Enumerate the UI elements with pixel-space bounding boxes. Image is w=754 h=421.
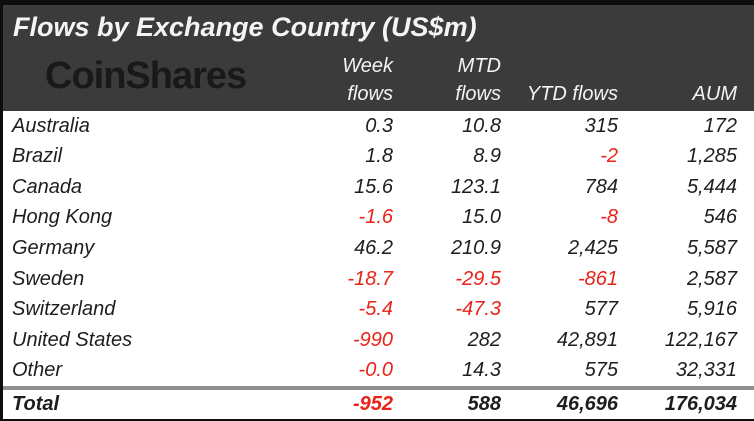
value-cell: 282 bbox=[467, 328, 501, 351]
value-cell: 122,167 bbox=[664, 328, 737, 351]
table-title: Flows by Exchange Country (US$m) bbox=[13, 12, 477, 42]
column-header-aum: AUM bbox=[618, 43, 754, 108]
value-cell: -861 bbox=[577, 267, 618, 290]
value-cell: 10.8 bbox=[462, 114, 501, 137]
value-cell: 15.0 bbox=[462, 206, 501, 229]
coinshares-logo: CoinShares bbox=[45, 54, 247, 97]
value-cell: 5,916 bbox=[686, 298, 737, 321]
column-header-line2: flows bbox=[347, 83, 393, 105]
table-header: Flows by Exchange Country (US$m) CoinSha… bbox=[3, 5, 754, 111]
table-row: Switzerland -5.4 -47.3 577 5,916 bbox=[3, 294, 754, 325]
column-header-line2: AUM bbox=[692, 83, 737, 105]
country-cell: Australia bbox=[12, 114, 90, 137]
column-header-line1: Week bbox=[342, 55, 393, 77]
table-row: Australia 0.3 10.8 315 172 bbox=[3, 111, 754, 142]
table-row: Brazil 1.8 8.9 -2 1,285 bbox=[3, 142, 754, 173]
value-cell: 42,891 bbox=[556, 328, 618, 351]
value-cell: -18.7 bbox=[347, 267, 393, 290]
value-cell: 577 bbox=[584, 298, 618, 321]
total-week-flows: -952 bbox=[352, 393, 393, 415]
value-cell: -8 bbox=[600, 206, 618, 229]
table-row: United States -990 282 42,891 122,167 bbox=[3, 325, 754, 356]
country-cell: Switzerland bbox=[12, 298, 116, 321]
value-cell: -1.6 bbox=[358, 206, 393, 229]
column-header-line1: MTD bbox=[457, 55, 501, 77]
value-cell: -29.5 bbox=[455, 267, 501, 290]
country-cell: Hong Kong bbox=[12, 206, 113, 229]
value-cell: 46.2 bbox=[354, 237, 393, 260]
value-cell: 2,587 bbox=[686, 267, 737, 290]
value-cell: 123.1 bbox=[450, 175, 501, 198]
column-header-mtd-flows: MTD flows bbox=[393, 43, 501, 108]
table-row: Hong Kong -1.6 15.0 -8 546 bbox=[3, 203, 754, 234]
country-cell: Germany bbox=[12, 237, 95, 260]
value-cell: 172 bbox=[703, 114, 737, 137]
value-cell: -2 bbox=[600, 145, 618, 168]
column-header-line2: YTD flows bbox=[526, 83, 618, 105]
column-header-ytd-flows: YTD flows bbox=[501, 43, 618, 108]
value-cell: -5.4 bbox=[358, 298, 393, 321]
value-cell: 0.3 bbox=[365, 114, 393, 137]
total-ytd-flows: 46,696 bbox=[556, 393, 618, 415]
value-cell: 1,285 bbox=[686, 145, 737, 168]
country-cell: Canada bbox=[12, 175, 83, 198]
value-cell: 14.3 bbox=[462, 359, 501, 382]
total-row: Total -952 588 46,696 176,034 bbox=[3, 386, 754, 419]
country-cell: Other bbox=[12, 359, 63, 382]
value-cell: 2,425 bbox=[567, 237, 618, 260]
table-row: Canada 15.6 123.1 784 5,444 bbox=[3, 172, 754, 203]
value-cell: 315 bbox=[584, 114, 618, 137]
value-cell: 546 bbox=[703, 206, 737, 229]
table-row: Germany 46.2 210.9 2,425 5,587 bbox=[3, 233, 754, 264]
value-cell: 210.9 bbox=[450, 237, 501, 260]
total-mtd-flows: 588 bbox=[467, 393, 501, 415]
value-cell: 575 bbox=[584, 359, 618, 382]
logo-cell: CoinShares bbox=[3, 43, 303, 108]
value-cell: -47.3 bbox=[455, 298, 501, 321]
value-cell: 15.6 bbox=[354, 175, 393, 198]
country-cell: United States bbox=[12, 328, 133, 351]
value-cell: 5,587 bbox=[686, 237, 737, 260]
column-header-line2: flows bbox=[455, 83, 501, 105]
table-row: Other -0.0 14.3 575 32,331 bbox=[3, 356, 754, 387]
total-aum: 176,034 bbox=[664, 393, 737, 415]
column-header-row: CoinShares Week flows MTD flows YTD flow… bbox=[3, 43, 754, 111]
country-cell: Brazil bbox=[12, 145, 63, 168]
value-cell: 8.9 bbox=[473, 145, 501, 168]
table-body: Australia 0.3 10.8 315 172 Brazil 1.8 8.9 -2 1,28… bbox=[3, 111, 754, 386]
value-cell: 32,331 bbox=[675, 359, 737, 382]
country-cell: Sweden bbox=[12, 267, 85, 290]
table-row: Sweden -18.7 -29.5 -861 2,587 bbox=[3, 264, 754, 295]
value-cell: 5,444 bbox=[686, 175, 737, 198]
value-cell: 1.8 bbox=[365, 145, 393, 168]
column-header-week-flows: Week flows bbox=[303, 43, 393, 108]
value-cell: -990 bbox=[352, 328, 393, 351]
value-cell: 784 bbox=[584, 175, 618, 198]
total-label: Total bbox=[12, 393, 60, 415]
value-cell: -0.0 bbox=[358, 359, 393, 382]
